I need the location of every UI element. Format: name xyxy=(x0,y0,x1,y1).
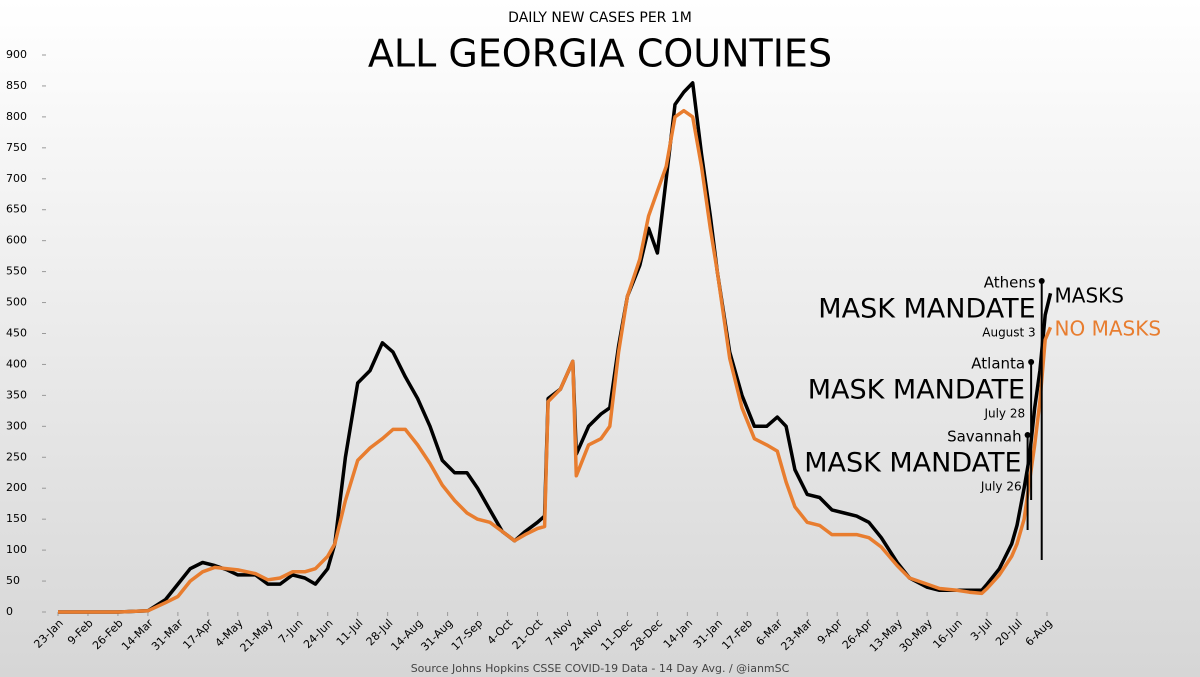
y-tick-label: 450 xyxy=(6,327,27,340)
y-tick-label: 500 xyxy=(6,296,27,309)
annotation-text: MASK MANDATE xyxy=(818,294,1035,325)
annotation-city: Atlanta xyxy=(971,355,1025,373)
y-tick-label: 900 xyxy=(6,48,27,61)
legend-label: NO MASKS xyxy=(1055,317,1162,341)
y-tick-label: 850 xyxy=(6,79,27,92)
y-tick-label: 0 xyxy=(6,605,13,618)
legend-label: MASKS xyxy=(1055,284,1124,308)
annotation-text: MASK MANDATE xyxy=(808,375,1025,406)
annotation-dot xyxy=(1028,359,1035,365)
y-tick-label: 200 xyxy=(6,481,27,494)
chart-subtitle: DAILY NEW CASES PER 1M xyxy=(508,10,692,26)
annotation-date: August 3 xyxy=(982,326,1035,340)
annotation-text: MASK MANDATE xyxy=(804,448,1021,479)
annotation-dot xyxy=(1024,432,1031,438)
y-tick-label: 800 xyxy=(6,110,27,123)
y-tick-label: 350 xyxy=(6,388,27,401)
y-tick-label: 150 xyxy=(6,512,27,525)
annotation-date: July 28 xyxy=(983,407,1025,421)
y-tick-label: 600 xyxy=(6,234,27,247)
y-tick-label: 100 xyxy=(6,543,27,556)
y-tick-label: 250 xyxy=(6,450,27,463)
annotation-dot xyxy=(1038,278,1045,284)
y-tick-label: 400 xyxy=(6,357,27,370)
y-tick-label: 700 xyxy=(6,172,27,185)
annotation-city: Athens xyxy=(984,274,1036,292)
y-tick-label: 300 xyxy=(6,419,27,432)
y-tick-label: 750 xyxy=(6,141,27,154)
chart-title: ALL GEORGIA COUNTIES xyxy=(368,32,832,76)
annotation-city: Savannah xyxy=(947,428,1022,446)
annotation-date: July 26 xyxy=(980,480,1022,494)
y-tick-label: 550 xyxy=(6,265,27,278)
series-line xyxy=(58,108,1053,614)
y-tick-label: 50 xyxy=(6,574,20,587)
source-note: Source Johns Hopkins CSSE COVID-19 Data … xyxy=(411,662,790,675)
y-tick-label: 650 xyxy=(6,203,27,216)
